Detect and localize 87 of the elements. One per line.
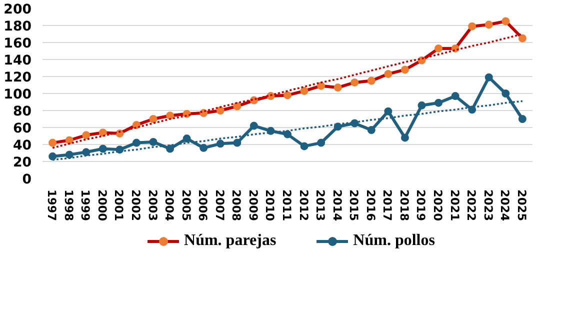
point: [48, 138, 57, 147]
point: [82, 148, 90, 156]
y-tick-label: 60: [12, 122, 32, 136]
point: [166, 144, 174, 153]
y-tick-label: 100: [4, 88, 32, 102]
point: [216, 140, 224, 148]
x-tick-label: 2023: [481, 190, 496, 222]
x-tick-label: 1998: [62, 190, 76, 222]
point: [502, 17, 510, 26]
point: [367, 126, 376, 134]
legend-label: Núm. pollos: [353, 232, 435, 250]
x-tick-label: 2017: [380, 190, 395, 222]
point: [182, 134, 191, 143]
x-tick-label: 2000: [95, 190, 110, 222]
point: [65, 150, 74, 159]
x-tick-label: 2025: [514, 190, 529, 222]
point: [65, 136, 74, 144]
point: [82, 131, 90, 140]
x-tick-label: 1999: [78, 190, 93, 222]
y-tick-label: 200: [4, 2, 32, 18]
x-tick-label: 2010: [263, 190, 278, 222]
point: [300, 86, 308, 95]
point: [400, 134, 409, 142]
point: [317, 82, 326, 90]
x-tick-label: 2008: [230, 190, 244, 222]
x-tick-label: 2016: [364, 190, 378, 222]
point: [300, 142, 308, 150]
point: [451, 92, 460, 100]
point: [468, 22, 476, 30]
x-tick-label: 2014: [330, 190, 344, 222]
x-tick-label: 2004: [162, 190, 177, 222]
point: [250, 122, 258, 130]
point: [200, 144, 208, 152]
y-tick-label: 120: [4, 70, 32, 86]
x-tick-label: 2015: [347, 190, 362, 222]
x-tick-label: 2009: [246, 190, 260, 222]
point: [418, 101, 426, 110]
point: [334, 84, 342, 92]
point: [48, 152, 57, 160]
x-tick-label: 2007: [212, 190, 227, 222]
x-tick-label: 2021: [448, 190, 462, 222]
point: [518, 34, 526, 42]
y-tick-label: 140: [4, 54, 32, 68]
x-tick-label: 1997: [45, 190, 60, 222]
point: [166, 112, 174, 120]
x-tick-label: 2022: [464, 190, 479, 222]
point: [434, 44, 443, 52]
point: [216, 106, 224, 114]
point: [350, 78, 359, 86]
y-tick-label: 0: [22, 172, 32, 188]
point: [284, 130, 292, 138]
point: [149, 138, 158, 146]
point: [518, 115, 526, 123]
y-tick-label: 180: [4, 20, 32, 34]
x-tick-label: 2013: [314, 190, 328, 222]
legend-label: Núm. parejas: [184, 232, 276, 250]
y-tick-label: 160: [4, 36, 32, 52]
x-tick-label: 2018: [397, 190, 412, 222]
x-tick-label: 2003: [146, 190, 160, 222]
x-tick-label: 2012: [296, 190, 311, 222]
point: [502, 90, 510, 98]
x-tick-label: 2019: [414, 190, 428, 222]
y-tick-label: 40: [12, 138, 32, 154]
x-tick-label: 2011: [280, 190, 294, 222]
x-tick-label: 2020: [431, 190, 446, 222]
point: [149, 115, 158, 123]
y-tick-label: 80: [12, 104, 32, 120]
point: [233, 102, 242, 110]
x-tick-label: 2001: [112, 190, 126, 222]
point: [384, 107, 392, 116]
point: [98, 144, 107, 153]
y-tick-label: 20: [12, 156, 32, 170]
point: [367, 76, 376, 85]
x-tick-label: 2002: [128, 190, 143, 222]
point: [484, 20, 493, 29]
point: [284, 91, 292, 100]
point: [132, 138, 140, 147]
point: [484, 73, 493, 82]
point: [98, 128, 107, 137]
point: [317, 138, 326, 147]
point: [400, 66, 409, 74]
point: [434, 98, 443, 107]
x-tick-label: 2024: [498, 190, 512, 222]
x-tick-label: 2005: [179, 190, 194, 222]
point: [384, 70, 392, 78]
x-tick-label: 2006: [196, 190, 210, 222]
point: [233, 138, 242, 147]
